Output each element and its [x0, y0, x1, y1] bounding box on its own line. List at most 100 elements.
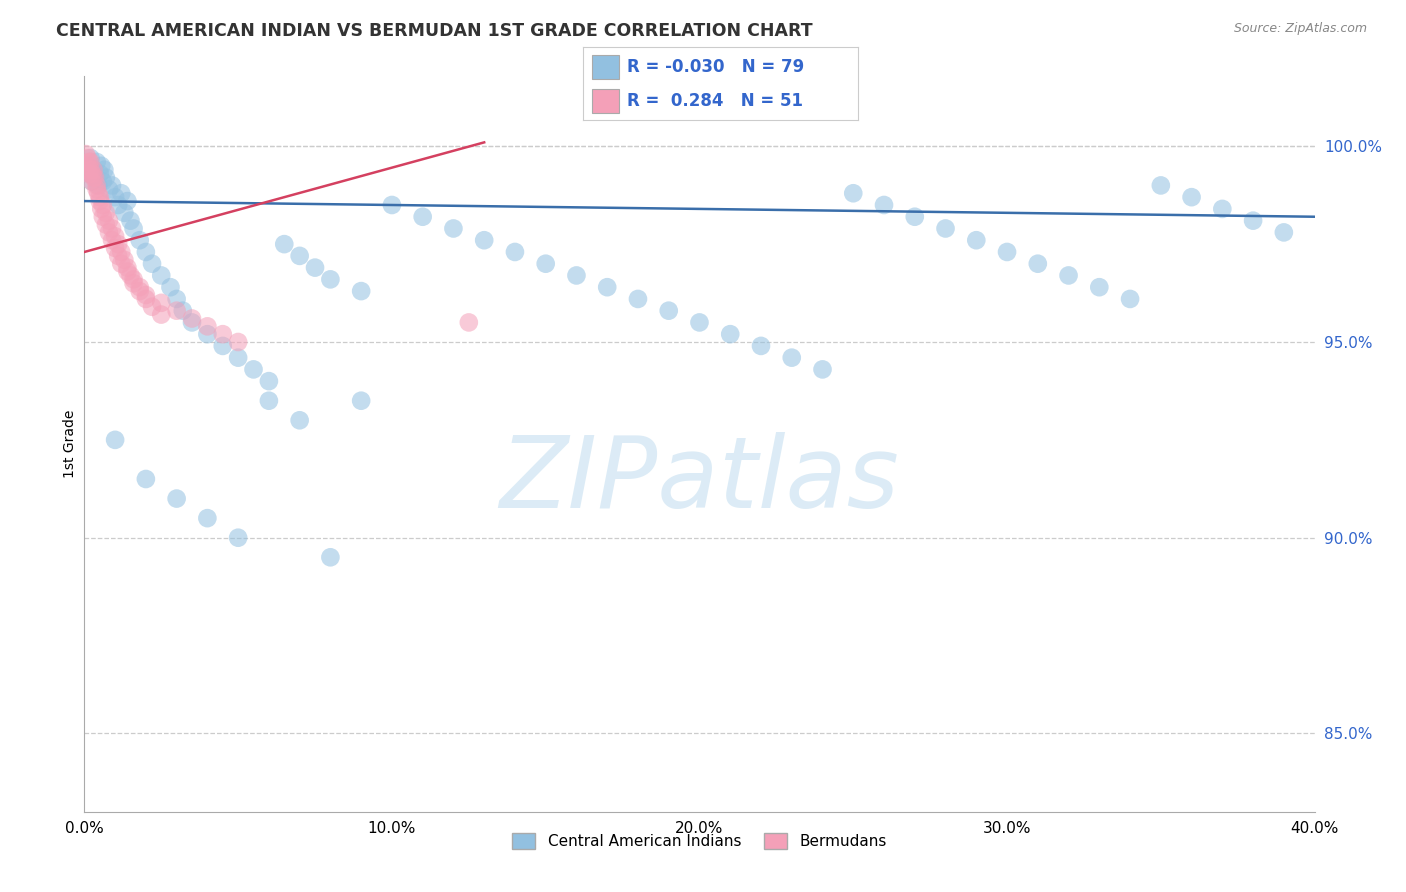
Text: ZIPatlas: ZIPatlas	[499, 432, 900, 529]
Point	[904, 210, 927, 224]
Point	[90, 159, 112, 173]
Point	[98, 213, 120, 227]
Point	[135, 244, 157, 259]
Text: Source: ZipAtlas.com: Source: ZipAtlas.com	[1233, 22, 1367, 36]
Point	[689, 315, 711, 329]
Y-axis label: 1st Grade: 1st Grade	[63, 409, 77, 478]
Point	[77, 155, 100, 169]
Point	[257, 374, 280, 388]
Point	[658, 303, 681, 318]
Point	[1026, 257, 1049, 271]
Point	[128, 284, 150, 298]
Point	[873, 198, 896, 212]
Point	[83, 170, 105, 185]
Point	[288, 413, 311, 427]
Point	[107, 198, 129, 212]
Point	[141, 300, 163, 314]
Point	[596, 280, 619, 294]
Point	[122, 221, 145, 235]
Point	[107, 237, 129, 252]
Text: R = -0.030   N = 79: R = -0.030 N = 79	[627, 58, 804, 76]
Point	[104, 241, 127, 255]
Point	[150, 268, 173, 283]
Point	[120, 268, 142, 283]
Point	[80, 167, 103, 181]
Point	[811, 362, 834, 376]
Point	[128, 280, 150, 294]
Point	[84, 170, 107, 185]
Point	[104, 433, 127, 447]
Point	[94, 206, 117, 220]
Point	[181, 311, 204, 326]
Point	[288, 249, 311, 263]
Point	[94, 218, 117, 232]
Point	[842, 186, 865, 201]
Point	[104, 190, 127, 204]
Legend: Central American Indians, Bermudans: Central American Indians, Bermudans	[506, 828, 893, 855]
Point	[181, 315, 204, 329]
Text: CENTRAL AMERICAN INDIAN VS BERMUDAN 1ST GRADE CORRELATION CHART: CENTRAL AMERICAN INDIAN VS BERMUDAN 1ST …	[56, 22, 813, 40]
Point	[565, 268, 588, 283]
Point	[110, 186, 132, 201]
Point	[1211, 202, 1233, 216]
Point	[211, 327, 233, 342]
Point	[75, 147, 97, 161]
Point	[141, 257, 163, 271]
Point	[86, 178, 108, 193]
Point	[1119, 292, 1142, 306]
Point	[718, 327, 741, 342]
Point	[135, 292, 157, 306]
Point	[89, 167, 111, 181]
Point	[350, 393, 373, 408]
Point	[319, 272, 342, 286]
Point	[90, 202, 112, 216]
Point	[226, 531, 249, 545]
Point	[91, 210, 114, 224]
Point	[117, 264, 139, 278]
Point	[87, 178, 110, 193]
Point	[94, 170, 117, 185]
Point	[472, 233, 495, 247]
Point	[1241, 213, 1264, 227]
Point	[112, 252, 135, 267]
Point	[89, 190, 111, 204]
Point	[503, 244, 526, 259]
Point	[83, 162, 105, 177]
Point	[1272, 226, 1295, 240]
Point	[91, 174, 114, 188]
Point	[319, 550, 342, 565]
Point	[135, 472, 157, 486]
Point	[76, 159, 98, 173]
Point	[150, 296, 173, 310]
Point	[93, 162, 115, 177]
Point	[77, 167, 100, 181]
Point	[443, 221, 465, 235]
Point	[98, 182, 120, 196]
Point	[166, 491, 188, 506]
Point	[83, 162, 105, 177]
Point	[172, 303, 194, 318]
Point	[110, 244, 132, 259]
Point	[627, 292, 650, 306]
Point	[995, 244, 1018, 259]
Point	[304, 260, 326, 275]
Point	[128, 233, 150, 247]
Point	[1150, 178, 1173, 193]
Point	[80, 174, 103, 188]
Point	[101, 221, 124, 235]
Point	[104, 229, 127, 244]
Point	[1057, 268, 1080, 283]
Point	[117, 260, 139, 275]
Point	[197, 319, 219, 334]
Point	[273, 237, 295, 252]
Point	[101, 233, 124, 247]
Point	[534, 257, 557, 271]
Point	[226, 351, 249, 365]
Text: R =  0.284   N = 51: R = 0.284 N = 51	[627, 92, 803, 110]
Point	[80, 174, 103, 188]
Point	[120, 213, 142, 227]
Point	[965, 233, 987, 247]
Point	[117, 194, 139, 208]
Point	[457, 315, 479, 329]
Point	[381, 198, 404, 212]
